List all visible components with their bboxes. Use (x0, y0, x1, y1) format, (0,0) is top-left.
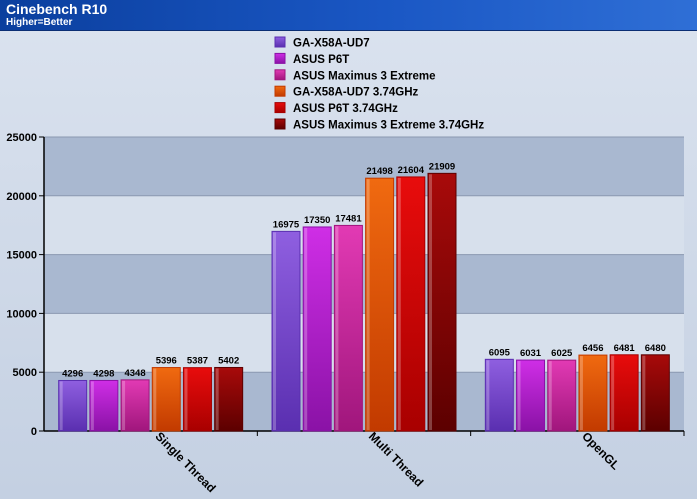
x-tick-label: Multi Thread (366, 429, 426, 489)
bar-highlight (304, 227, 308, 430)
y-tick-label: 5000 (13, 367, 37, 379)
bar-highlight (273, 232, 276, 430)
bar-highlight (429, 174, 432, 430)
bars (58, 172, 670, 432)
legend-label: GA-X58A-UD7 (293, 38, 370, 50)
legend-swatch (274, 36, 286, 48)
plot-band (44, 313, 684, 373)
bar-highlight (153, 368, 157, 430)
legend-swatch (274, 85, 286, 97)
plot-band (44, 254, 684, 314)
bar (640, 354, 670, 432)
bar-highlight (215, 368, 219, 430)
legend: GA-X58A-UD7 ASUS P6T ASUS Maximus 3 Extrem… (274, 36, 484, 132)
bar (120, 379, 150, 432)
bar (151, 367, 181, 432)
bar-highlight (642, 355, 646, 430)
y-tick-label: 15000 (6, 250, 37, 262)
bar (58, 379, 88, 432)
x-axis: Single Thread Multi Thread OpenGL (153, 429, 685, 495)
data-label: 21909 (429, 161, 455, 172)
data-label: 6480 (645, 343, 666, 354)
legend-swatch (274, 69, 286, 81)
bar (214, 366, 244, 432)
bar (365, 177, 395, 432)
data-label: 6456 (582, 343, 603, 354)
chart-subtitle: Higher=Better (6, 17, 73, 28)
data-label: 4348 (124, 368, 145, 379)
bar (396, 176, 426, 432)
bar-highlight (579, 356, 583, 430)
title-bar: Cinebench R10 Higher=Better (0, 0, 697, 31)
bar-highlight (517, 361, 521, 430)
plot-band (44, 372, 684, 431)
data-label: 5396 (156, 356, 177, 367)
legend-label: ASUS Maximus 3 Extreme 3.74GHz (293, 120, 484, 132)
legend-swatch (274, 118, 286, 130)
legend-label: ASUS P6T 3.74GHz (293, 103, 398, 115)
y-tick-label: 10000 (6, 308, 37, 320)
bar-highlight (548, 361, 552, 430)
bar-highlight (611, 355, 615, 430)
data-label: 16975 (273, 219, 300, 230)
bar (578, 354, 608, 432)
data-label: 5387 (187, 356, 208, 367)
data-label: 17481 (335, 213, 362, 224)
bar (547, 359, 577, 432)
data-label: 6095 (489, 347, 511, 358)
x-tick-label: OpenGL (579, 429, 622, 472)
data-label: 6481 (614, 343, 636, 354)
bar (333, 224, 363, 432)
x-tick-label: Single Thread (153, 429, 219, 495)
legend-swatch (274, 102, 286, 114)
bar-highlight (59, 381, 63, 430)
legend-swatch (274, 52, 286, 64)
bar (609, 354, 639, 432)
bar (516, 359, 546, 432)
bar-highlight (90, 381, 94, 430)
data-label: 5402 (218, 355, 239, 366)
bar (302, 226, 332, 432)
bar-highlight (366, 179, 370, 430)
y-tick-label: 20000 (6, 191, 37, 203)
legend-label: ASUS P6T (293, 54, 349, 66)
plot-band (44, 137, 684, 196)
data-label: 6031 (520, 348, 542, 359)
bar-highlight (184, 368, 188, 430)
data-label: 21498 (366, 166, 392, 177)
legend-label: GA-X58A-UD7 3.74GHz (293, 87, 419, 99)
bar (89, 379, 119, 432)
data-label: 21604 (398, 165, 425, 176)
data-labels: 4296 4298 4348 5396 5387 5402 16975 17350 17481 2… (62, 161, 666, 379)
data-label: 6025 (551, 348, 573, 359)
bar (182, 367, 212, 432)
bar (271, 230, 301, 432)
bar-highlight (335, 226, 339, 430)
plot-background (44, 137, 684, 431)
bar (484, 358, 514, 432)
chart-title: Cinebench R10 (6, 1, 108, 17)
y-axis: 0 5000 10000 15000 20000 25000 (6, 132, 684, 438)
bar (427, 172, 457, 432)
y-tick-label: 25000 (6, 132, 37, 144)
plot-band (44, 195, 684, 255)
data-label: 4298 (93, 368, 114, 379)
data-label: 17350 (304, 215, 330, 226)
data-label: 4296 (62, 368, 83, 379)
legend-label: ASUS Maximus 3 Extreme (293, 70, 436, 82)
bar-highlight (486, 360, 490, 430)
y-tick-label: 0 (31, 426, 37, 438)
bar-highlight (122, 380, 126, 430)
bar-highlight (397, 177, 401, 430)
